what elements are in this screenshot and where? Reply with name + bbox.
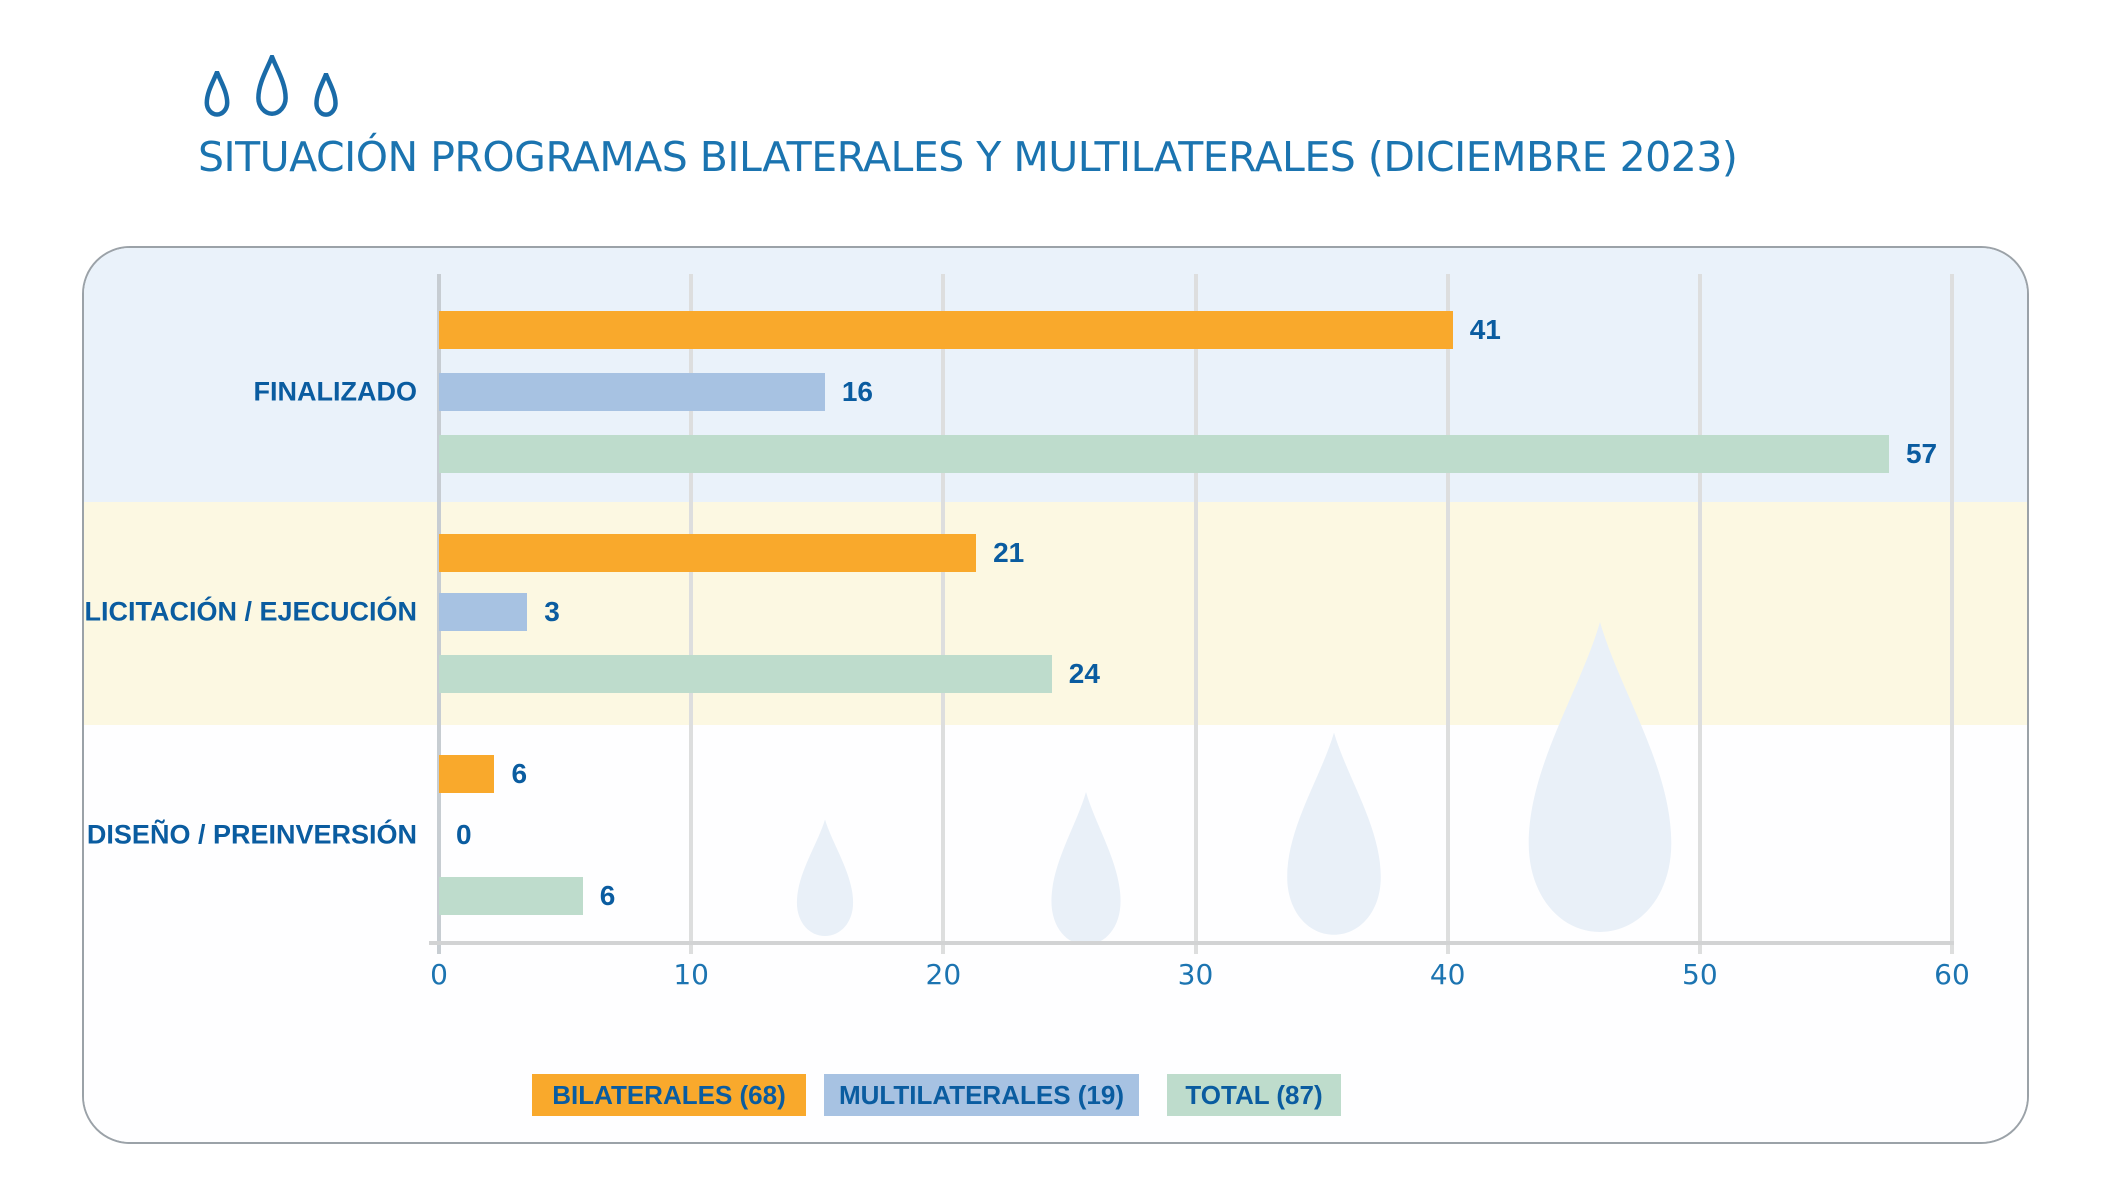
- page-title: SITUACIÓN PROGRAMAS BILATERALES Y MULTIL…: [198, 133, 1738, 181]
- chart-card: 0 10 20 30 40 50 60 41 21 6 16 3 0 57 24 6 FINALIZADO LIC…: [82, 246, 2029, 1144]
- gridline-40: [1445, 274, 1450, 954]
- gridline-10: [689, 274, 694, 954]
- watermark-water-drop-icon: [1051, 791, 1121, 946]
- bar-series2-cat1: [439, 373, 825, 411]
- x-tick-label: 20: [925, 958, 962, 991]
- bar-series1-cat2: [439, 534, 977, 572]
- water-drop-icon: [312, 73, 340, 117]
- water-drop-icon: [252, 55, 292, 117]
- x-tick-label: 0: [430, 958, 448, 991]
- bar-series1-cat3: [439, 755, 495, 793]
- x-tick-label: 40: [1429, 958, 1466, 991]
- bar-value-label: 0: [456, 819, 472, 850]
- band-licitacion: [84, 502, 2027, 725]
- band-diseno: [84, 725, 2027, 1142]
- gridline-30: [1193, 274, 1198, 954]
- x-tick-label: 50: [1682, 958, 1718, 991]
- bar-value-label: 24: [1068, 658, 1100, 689]
- x-tick-label: 60: [1934, 958, 1970, 991]
- bar-value-label: 57: [1905, 438, 1938, 469]
- bar-series3-cat3: [439, 877, 583, 915]
- watermark-water-drop-icon: [796, 819, 854, 936]
- legend-label: BILATERALES (68): [552, 1079, 786, 1110]
- bar-value-label: 6: [511, 758, 528, 789]
- bar-series1-cat1: [439, 311, 1453, 349]
- water-drop-icon: [202, 71, 232, 117]
- category-label: LICITACIÓN / EJECUCIÓN: [84, 596, 417, 627]
- x-axis-line: [429, 941, 1954, 945]
- legend-item: BILATERALES (68): [532, 1074, 806, 1116]
- x-tick-label: 30: [1177, 958, 1214, 991]
- bar-value-label: 3: [544, 596, 560, 627]
- legend-item: TOTAL (87): [1167, 1074, 1341, 1116]
- legend-label: MULTILATERALES (19): [838, 1079, 1125, 1110]
- legend-label: TOTAL (87): [1185, 1079, 1323, 1110]
- bar-value-label: 21: [993, 537, 1025, 568]
- bar-value-label: 41: [1469, 314, 1501, 345]
- bar-series3-cat1: [439, 435, 1889, 473]
- gridline-20: [941, 274, 946, 954]
- gridline-60: [1950, 274, 1954, 954]
- category-label: DISEÑO / PREINVERSIÓN: [86, 819, 417, 850]
- category-label: FINALIZADO: [253, 376, 417, 407]
- bar-value-label: 16: [841, 376, 873, 407]
- watermark-water-drop-icon: [1287, 732, 1381, 935]
- x-tick-label: 10: [673, 958, 709, 991]
- gridline-50: [1697, 274, 1702, 954]
- bar-series2-cat2: [439, 593, 528, 631]
- legend-item: MULTILATERALES (19): [824, 1074, 1139, 1116]
- water-drops-logo: [202, 55, 340, 117]
- bar-series3-cat2: [439, 655, 1052, 693]
- watermark-water-drop-icon: [1528, 622, 1672, 932]
- bar-value-label: 6: [599, 880, 616, 911]
